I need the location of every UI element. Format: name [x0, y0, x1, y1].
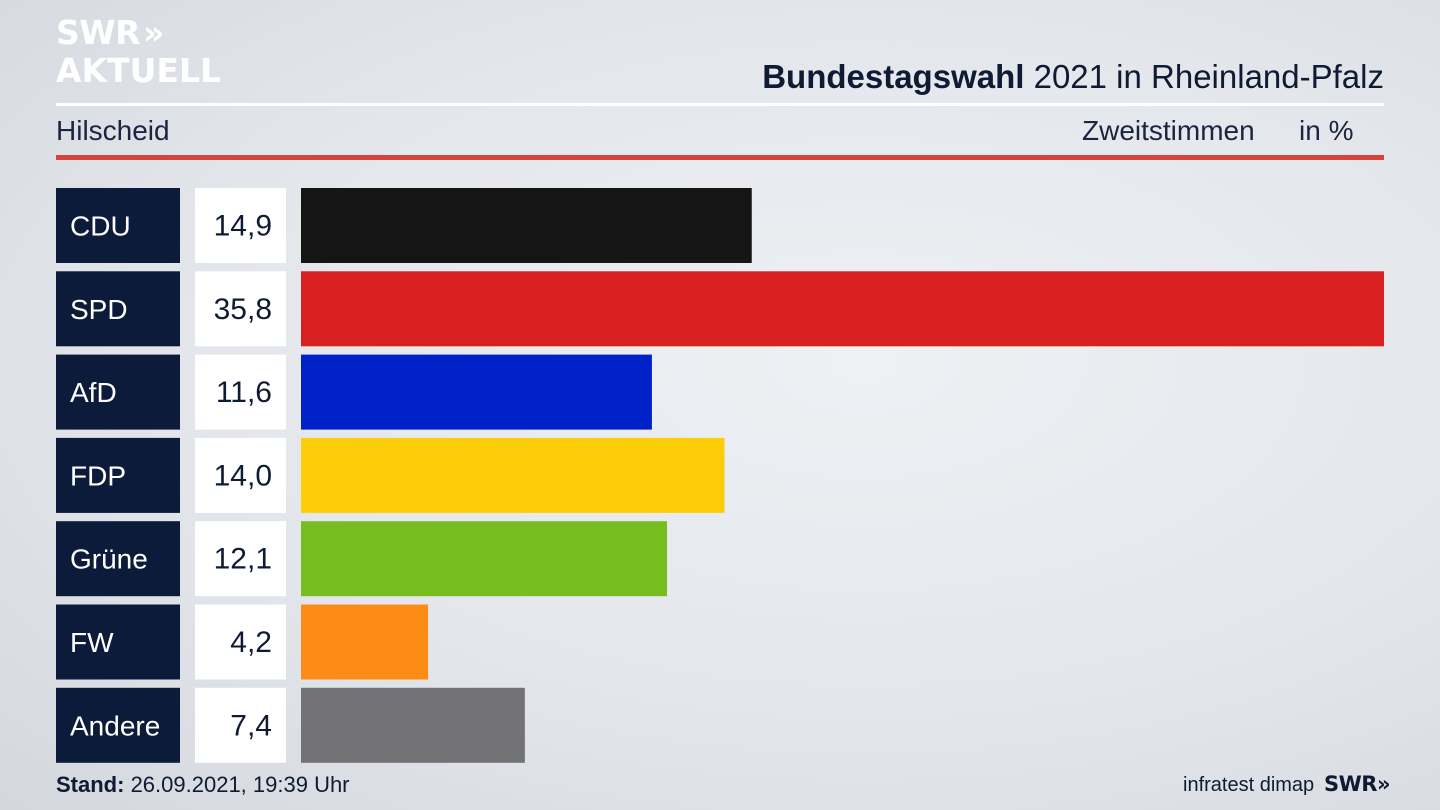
party-label-gr-ne: Grüne	[70, 544, 148, 575]
place-name: Hilscheid	[56, 115, 170, 146]
timestamp-label: Stand:	[56, 772, 125, 797]
footer-swr-logo: SWR»	[1324, 772, 1390, 796]
party-label-box-andere	[56, 687, 180, 763]
data-label-fdp: 14,0	[214, 459, 272, 492]
bar-cdu	[301, 188, 752, 263]
logo-aktuell-text: AKTUELL	[56, 51, 222, 90]
party-label-spd: SPD	[70, 294, 128, 325]
party-label-box-gr-ne	[56, 521, 180, 597]
bar-andere	[301, 687, 525, 763]
party-label-box-fw	[56, 604, 180, 680]
title-bold: Bundestagswahl	[762, 58, 1025, 95]
swr-aktuell-logo: SWR» AKTUELL	[56, 16, 226, 92]
bar-fdp	[301, 437, 725, 513]
party-label-box-fdp	[56, 437, 180, 513]
value-box-gr-ne	[195, 521, 286, 597]
party-label-fdp: FDP	[70, 460, 126, 491]
footer-logo-text: SWR	[1324, 772, 1377, 796]
accent-divider	[56, 155, 1384, 160]
party-label-box-afd	[56, 354, 180, 430]
data-label-afd: 11,6	[216, 376, 272, 409]
source-credit: infratest dimap	[1183, 774, 1315, 796]
value-box-fdp	[195, 437, 286, 513]
footer-chevrons-icon: »	[1376, 772, 1390, 796]
header-divider	[56, 103, 1384, 106]
bar-afd	[301, 354, 652, 430]
page-title: Bundestagswahl 2021 in Rheinland-Pfalz	[762, 58, 1384, 96]
party-label-box-cdu	[56, 188, 180, 263]
bar-gr-ne	[301, 521, 668, 597]
bar-spd	[301, 271, 1384, 347]
vote-type-label: Zweitstimmen	[1082, 115, 1255, 146]
timestamp: Stand: 26.09.2021, 19:39 Uhr	[56, 772, 350, 798]
party-label-andere: Andere	[70, 710, 160, 741]
value-box-spd	[195, 271, 286, 347]
value-box-fw	[195, 604, 286, 680]
data-label-gr-ne: 12,1	[214, 543, 272, 576]
bar-fw	[301, 604, 429, 680]
party-label-fw: FW	[70, 627, 114, 658]
value-box-cdu	[195, 188, 286, 263]
data-label-cdu: 14,9	[214, 210, 272, 243]
data-label-andere: 7,4	[230, 709, 272, 742]
value-box-afd	[195, 354, 286, 430]
logo-swr-text: SWR	[56, 13, 141, 52]
value-box-andere	[195, 687, 286, 763]
timestamp-value: 26.09.2021, 19:39 Uhr	[124, 772, 350, 797]
unit-label: in %	[1299, 115, 1354, 146]
data-label-fw: 4,2	[230, 626, 272, 659]
party-label-box-spd	[56, 271, 180, 347]
party-label-cdu: CDU	[70, 211, 131, 242]
title-rest: 2021 in Rheinland-Pfalz	[1024, 58, 1384, 95]
data-label-spd: 35,8	[214, 293, 272, 326]
party-label-afd: AfD	[70, 377, 117, 408]
